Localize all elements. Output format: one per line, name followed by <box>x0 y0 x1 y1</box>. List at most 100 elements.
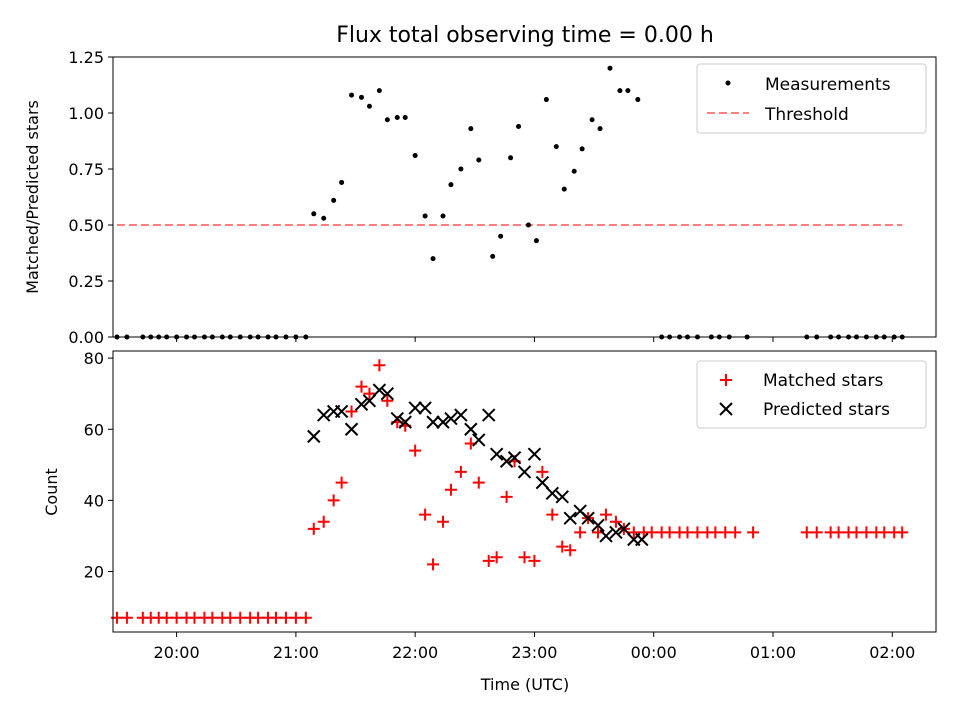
bottom-x-tick-label: 21:00 <box>273 643 319 662</box>
predicted-star-point <box>362 394 377 408</box>
matched-star-point <box>419 508 432 521</box>
measurement-point <box>617 88 623 94</box>
matched-star-point <box>427 558 440 571</box>
predicted-star-point <box>436 415 450 429</box>
matched-star-point <box>436 515 449 528</box>
top-y-tick-label: 0.00 <box>68 328 104 347</box>
top-legend: Measurements Threshold <box>696 63 927 134</box>
matched-star-point <box>409 444 422 457</box>
measurement-point <box>402 114 408 120</box>
measurement-point <box>607 65 613 71</box>
bottom-y-axis-label: Count <box>42 468 61 516</box>
measurement-point <box>311 211 317 217</box>
bottom-legend-box <box>696 360 927 429</box>
measurement-point <box>358 94 364 100</box>
matched-star-point <box>120 611 133 624</box>
top-y-tick-label: 0.50 <box>68 216 104 235</box>
measurement-point <box>589 117 595 123</box>
top-y-axis-label: Matched/Predicted stars <box>23 100 42 294</box>
bottom-y-tick-label: 40 <box>84 491 104 510</box>
predicted-star-point <box>535 475 550 490</box>
top-chart-title: Flux total observing time = 0.00 h <box>336 23 714 48</box>
bottom-x-tick-label: 22:00 <box>392 643 438 662</box>
top-y-tick-label: 1.25 <box>68 48 104 67</box>
measurement-point <box>490 253 496 259</box>
predicted-star-point <box>418 401 432 415</box>
bottom-x-tick-label: 02:00 <box>869 643 915 662</box>
measurement-point <box>579 146 585 152</box>
measurement-point <box>430 256 436 262</box>
matched-star-point <box>600 508 613 521</box>
top-y-tick-label: 1.00 <box>68 104 104 123</box>
bottom-x-tick-label: 20:00 <box>154 643 200 662</box>
top-panel: Flux total observing time = 0.00 h Match… <box>23 23 937 347</box>
legend-measurements-label: Measurements <box>765 75 891 95</box>
matched-star-point <box>381 394 394 407</box>
bottom-x-tick-label: 00:00 <box>631 643 677 662</box>
top-y-tick-label: 0.75 <box>68 160 104 179</box>
matched-star-point <box>536 465 549 478</box>
matched-star-point <box>490 551 503 564</box>
predicted-star-point <box>499 454 514 468</box>
bottom-y-ticks: 20 40 60 80 <box>84 349 113 582</box>
measurement-point <box>533 238 539 244</box>
measurement-point <box>498 233 504 239</box>
matched-star-point <box>373 359 386 372</box>
measurement-point <box>384 117 390 123</box>
measurement-point <box>412 153 418 159</box>
top-y-tick-label: 0.25 <box>68 272 104 291</box>
measurement-point <box>422 213 428 219</box>
predicted-star-point <box>354 397 369 412</box>
predicted-star-point <box>527 447 542 461</box>
measurement-point <box>321 215 327 221</box>
measurement-point <box>553 144 559 150</box>
measurement-point <box>543 97 549 103</box>
predicted-star-point <box>380 386 395 401</box>
bottom-x-tick-label: 23:00 <box>511 643 557 662</box>
bottom-x-ticks: 20:00 21:00 22:00 23:00 00:00 01:00 02:00 <box>154 632 915 662</box>
matched-star-point <box>609 515 622 528</box>
legend-threshold-label: Threshold <box>764 105 849 125</box>
measurement-point <box>508 155 514 161</box>
legend-predicted-label: Predicted stars <box>763 400 890 420</box>
legend-predicted-marker <box>719 402 733 416</box>
measurement-point <box>476 157 482 163</box>
matched-star-point <box>518 551 531 564</box>
bottom-plot-area <box>110 359 909 624</box>
matched-star-point <box>729 526 742 539</box>
legend-measurements-marker <box>725 80 731 86</box>
measurement-point <box>635 97 641 103</box>
predicted-star-point <box>635 532 649 547</box>
matched-star-point <box>500 490 513 503</box>
predicted-star-point <box>507 451 522 465</box>
measurement-point <box>440 213 446 219</box>
legend-matched-marker <box>720 374 732 386</box>
matched-star-point <box>363 387 376 400</box>
bottom-x-axis-label: Time (UTC) <box>480 675 569 694</box>
measurement-point <box>625 88 631 94</box>
matched-star-point <box>472 476 485 489</box>
predicted-star-point <box>591 518 605 532</box>
top-legend-box <box>696 63 927 134</box>
bottom-panel: Count Time (UTC) 20 40 60 80 20:00 21:00 22:0… <box>42 349 937 694</box>
predicted-star-point <box>334 404 349 419</box>
measurement-point <box>597 126 603 132</box>
predicted-star-point <box>398 415 412 429</box>
measurement-point <box>394 114 400 120</box>
predicted-star-point <box>617 522 631 536</box>
matched-star-point <box>317 515 330 528</box>
bottom-x-tick-label: 01:00 <box>750 643 796 662</box>
measurement-point <box>376 88 382 94</box>
predicted-star-point <box>489 447 504 461</box>
measurement-point <box>349 92 355 98</box>
top-y-ticks: 0.00 0.25 0.50 0.75 1.00 1.25 <box>68 48 113 347</box>
predicted-star-point <box>444 411 458 426</box>
matched-star-point <box>307 522 320 535</box>
predicted-star-point <box>454 408 468 422</box>
predicted-star-point <box>581 511 595 525</box>
bottom-y-tick-label: 60 <box>84 420 104 439</box>
bottom-legend: Matched stars Predicted stars <box>696 360 927 429</box>
measurement-point <box>525 222 531 228</box>
measurement-point <box>366 103 372 109</box>
predicted-star-point <box>408 401 422 415</box>
